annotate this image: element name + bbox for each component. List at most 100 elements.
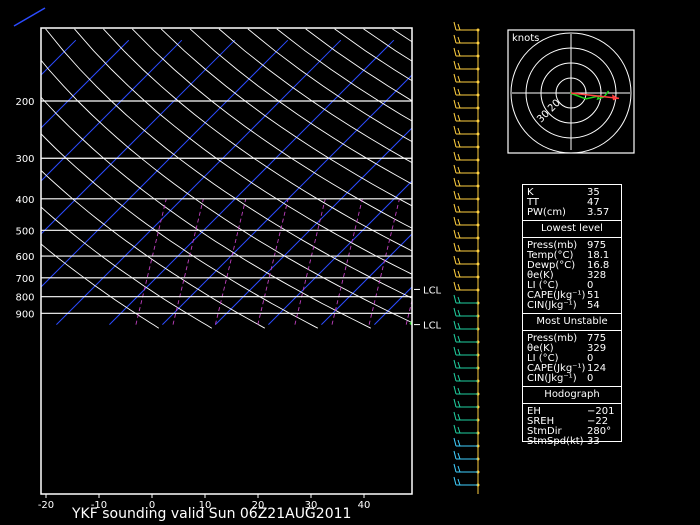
dry-adiabat: [45, 28, 412, 299]
isotherm-line: [41, 39, 130, 129]
dry-adiabat-lines: [41, 28, 412, 329]
stat-row: SREH −22: [527, 417, 617, 427]
wind-barb-flag: [457, 348, 461, 356]
stat-label: LI (°C): [527, 353, 559, 364]
wind-barb-flag: [457, 296, 461, 304]
stat-label: CAPE(Jkg⁻¹): [527, 363, 586, 374]
stat-value: 328: [587, 270, 607, 281]
hodograph-ring-label: 20: [546, 98, 563, 115]
stat-label: K: [527, 187, 534, 198]
most-unstable-title: Most Unstable: [523, 313, 621, 330]
wind-barb-flag: [457, 374, 461, 382]
dry-adiabat: [41, 133, 319, 329]
plot-frame: [40, 27, 413, 495]
stat-row: LI (°C) 0: [527, 354, 617, 364]
wind-barb-flag: [457, 426, 461, 434]
temp-tick-label: 10: [199, 500, 212, 511]
stat-value: 47: [587, 197, 600, 208]
stat-row: θe(K) 328: [527, 271, 617, 281]
pressure-tick-label: 800: [15, 293, 34, 304]
stat-row: StmSpd(kt) 33: [527, 437, 617, 447]
lcl-markers: LCL LCL: [414, 285, 442, 332]
wind-barb-flag: [457, 166, 461, 174]
wind-barb-flag: [457, 179, 461, 187]
wind-barb-flag: [453, 242, 457, 252]
stat-value: 124: [587, 363, 607, 374]
stat-label: Press(mb): [527, 333, 578, 344]
wind-barb-flag: [453, 411, 457, 421]
dry-adiabat: [41, 59, 412, 324]
stat-value: 0: [587, 353, 594, 364]
stat-row: LI (°C) 0: [527, 281, 617, 291]
stat-label: CIN(Jkg⁻¹): [527, 373, 577, 384]
wind-barb-flag: [453, 229, 457, 239]
wind-barb-flag: [457, 75, 461, 83]
storm-motion-vector: [570, 92, 620, 100]
stat-row: K 35: [527, 188, 617, 198]
stat-value: 54: [587, 300, 600, 311]
isotherm-line: [41, 39, 183, 182]
dry-adiabat: [218, 28, 412, 164]
wind-barb-flag: [457, 62, 461, 70]
wind-barb-flag: [453, 372, 457, 382]
wind-barb-flag: [457, 361, 461, 369]
dry-adiabat: [41, 169, 266, 329]
stat-row: CIN(Jkg⁻¹) 0: [527, 374, 617, 384]
wind-barb-flag: [457, 205, 461, 213]
wind-barb-flag: [457, 413, 461, 421]
dry-adiabat: [189, 28, 412, 185]
wind-barb-flag: [457, 153, 461, 161]
wind-barb-flag: [457, 127, 461, 135]
temp-tick-label: 30: [305, 500, 318, 511]
stat-value: 0: [587, 373, 594, 384]
wind-barb-flag: [457, 478, 461, 486]
dry-adiabat: [74, 28, 412, 275]
wind-barb-flag: [457, 270, 461, 278]
wind-barb-flag: [453, 398, 457, 408]
temperature-tick-labels: -20 -10 0 10 20 30 40: [38, 494, 370, 511]
stats-hodograph: EH −201 SREH −22 StmDir 280° StmSpd(kt) 33: [523, 403, 621, 449]
wind-barb-flag: [457, 244, 461, 252]
wind-barb-flag: [457, 387, 461, 395]
wind-barb-flag: [453, 281, 457, 291]
chart-title: YKF sounding valid Sun 06Z21AUG2011: [72, 506, 352, 522]
hodograph-title: Hodograph: [523, 386, 621, 403]
isobar-lines: [41, 100, 412, 314]
stat-row: Press(mb) 975: [527, 241, 617, 251]
stat-row: CAPE(Jkg⁻¹) 124: [527, 364, 617, 374]
wind-barb-flag: [453, 307, 457, 317]
wind-barb-flag: [453, 177, 457, 187]
stat-label: PW(cm): [527, 207, 566, 218]
temp-tick-label: -20: [38, 500, 54, 511]
wind-barb-flag: [457, 309, 461, 317]
wind-barbs-column: [453, 21, 480, 494]
pressure-tick-label: 900: [15, 309, 34, 320]
temp-tick-label: 0: [149, 500, 155, 511]
wind-barb-flag: [453, 86, 457, 96]
stat-label: θe(K): [527, 343, 554, 354]
wind-barb-flag: [457, 101, 461, 109]
wind-barb-flag: [453, 424, 457, 434]
stat-label: EH: [527, 406, 541, 417]
stat-row: PW(cm) 3.57: [527, 208, 617, 218]
wind-barb-flag: [457, 322, 461, 330]
corner-mark: [13, 7, 46, 27]
wind-barb-flag: [457, 400, 461, 408]
wind-barb-flag: [453, 47, 457, 57]
wind-barb-flag: [457, 231, 461, 239]
pressure-tick-label: 200: [15, 97, 34, 108]
wind-barb-flag: [453, 268, 457, 278]
wind-barb-flag: [453, 437, 457, 447]
stat-label: Temp(°C): [527, 250, 574, 261]
stats-top: K 35 TT 47 PW(cm) 3.57: [523, 185, 621, 220]
stat-row: EH −201: [527, 407, 617, 417]
isotherm-line: [41, 39, 236, 235]
dry-adiabat: [247, 28, 412, 143]
stat-value: 18.1: [587, 250, 610, 261]
wind-barb-flag: [457, 23, 461, 31]
wind-barb-flag: [453, 125, 457, 135]
wind-barb-flag: [453, 463, 457, 473]
wind-barb-flag: [457, 452, 461, 460]
